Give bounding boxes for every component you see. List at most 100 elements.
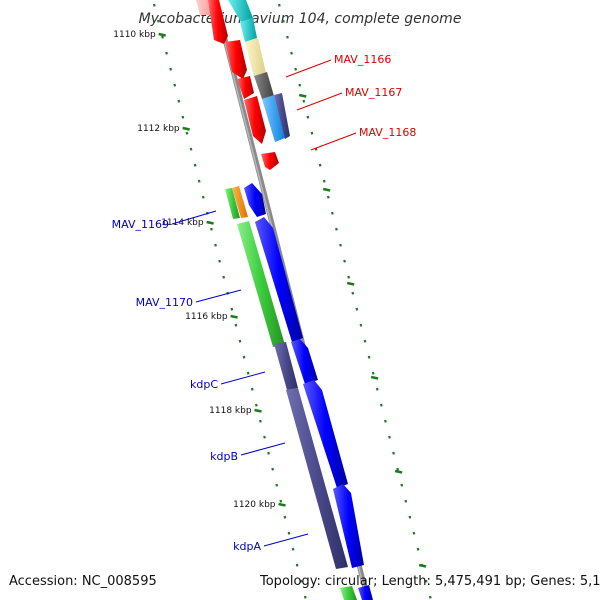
- minor-tick: [302, 99, 306, 103]
- feature-blue-bottom: [358, 585, 373, 600]
- minor-tick: [359, 323, 363, 327]
- right-gene-labels: MAV_1166 MAV_1167 MAV_1168: [285, 53, 416, 151]
- minor-tick: [295, 563, 299, 567]
- minor-tick: [282, 19, 285, 23]
- major-tick: [418, 563, 427, 568]
- major-tick: [346, 281, 355, 286]
- minor-tick: [335, 227, 338, 231]
- minor-tick: [294, 67, 298, 71]
- feature-blue-3: [303, 380, 348, 488]
- minor-tick: [343, 259, 346, 263]
- gene-label[interactable]: MAV_1170: [136, 296, 193, 309]
- gene-label[interactable]: kdpC: [190, 378, 218, 391]
- feature-blue-2: [291, 339, 318, 384]
- accession-text: Accession: NC_008595: [9, 574, 157, 589]
- minor-tick: [298, 83, 302, 87]
- major-tick: [370, 375, 379, 380]
- minor-tick: [326, 195, 330, 199]
- gene-label[interactable]: MAV_1166: [334, 53, 391, 66]
- minor-tick: [347, 275, 351, 279]
- minor-tick: [230, 307, 234, 311]
- minor-tick: [185, 131, 189, 135]
- minor-tick: [306, 115, 310, 119]
- feature-gray: [254, 72, 274, 99]
- genome-summary-text: Topology: circular; Length: 5,475,491 bp…: [260, 574, 600, 589]
- tick-label: 1120 kbp: [233, 500, 276, 510]
- minor-tick: [259, 419, 262, 423]
- tick-label: 1118 kbp: [209, 406, 252, 416]
- feature-red-4: [244, 96, 266, 144]
- minor-tick: [287, 531, 291, 535]
- gene-label[interactable]: MAV_1169: [112, 218, 169, 231]
- feature-green-bottom: [340, 586, 357, 600]
- minor-tick: [371, 371, 375, 375]
- minor-tick: [181, 115, 185, 119]
- minor-tick: [234, 323, 238, 327]
- feature-blue-4: [333, 484, 364, 568]
- major-tick: [158, 32, 166, 37]
- feature-cyan-2: [240, 18, 257, 42]
- major-tick: [182, 126, 190, 131]
- minor-tick: [238, 339, 242, 343]
- gene-callout-line: [195, 289, 242, 303]
- minor-tick: [214, 243, 217, 247]
- tick-label: 1110 kbp: [113, 30, 156, 40]
- minor-tick: [277, 3, 281, 7]
- feature-red-3: [237, 76, 254, 99]
- minor-tick: [210, 227, 213, 231]
- minor-tick: [428, 595, 432, 599]
- minor-tick: [339, 243, 342, 247]
- gene-callout-line: [220, 371, 266, 385]
- feature-red-2: [225, 40, 247, 79]
- minor-tick: [157, 19, 160, 23]
- minor-tick: [271, 467, 275, 471]
- minor-tick: [246, 371, 250, 375]
- inner-features: [196, 0, 373, 600]
- tick-label: 1116 kbp: [185, 312, 228, 322]
- gene-label[interactable]: kdpB: [210, 450, 238, 463]
- major-tick: [278, 502, 286, 507]
- minor-tick: [303, 595, 307, 599]
- minor-tick: [250, 387, 254, 391]
- minor-tick: [152, 3, 156, 7]
- inner-tick-marks: 1110 kbp 1112 kbp 1114 kbp 1116 kbp 1118 kbp…: [113, 3, 307, 599]
- gene-callout-line: [171, 210, 217, 225]
- minor-tick: [197, 179, 201, 183]
- minor-tick: [286, 35, 289, 39]
- gene-label[interactable]: kdpA: [233, 540, 261, 553]
- minor-tick: [416, 547, 420, 551]
- major-tick: [254, 408, 262, 413]
- minor-tick: [384, 419, 387, 423]
- minor-tick: [400, 483, 404, 487]
- left-gene-labels: MAV_1169 MAV_1170 kdpC kdpB kdpA: [112, 210, 309, 553]
- minor-tick: [263, 435, 266, 439]
- feature-yellow: [245, 38, 266, 77]
- minor-tick: [173, 83, 177, 87]
- feature-green-small: [225, 188, 240, 219]
- gene-label[interactable]: MAV_1168: [359, 126, 416, 139]
- minor-tick: [242, 355, 246, 359]
- minor-tick: [351, 291, 355, 295]
- gene-callout-line: [240, 442, 286, 456]
- feature-lightblue: [262, 95, 285, 142]
- minor-tick: [363, 339, 367, 343]
- gene-callout-line: [296, 92, 343, 111]
- minor-tick: [367, 355, 371, 359]
- minor-tick: [330, 211, 334, 215]
- feature-blue-small: [244, 183, 266, 217]
- minor-tick: [275, 483, 279, 487]
- minor-tick: [189, 147, 193, 151]
- feature-red-5: [261, 152, 279, 170]
- feature-cyan-top: [228, 0, 253, 22]
- minor-tick: [424, 579, 428, 583]
- minor-tick: [396, 467, 400, 471]
- minor-tick: [279, 499, 283, 503]
- gene-label[interactable]: MAV_1167: [345, 86, 402, 99]
- minor-tick: [222, 275, 226, 279]
- minor-tick: [318, 163, 322, 167]
- minor-tick: [355, 307, 359, 311]
- map-title: Mycobacterium avium 104, complete genome: [139, 11, 462, 27]
- minor-tick: [267, 451, 270, 455]
- minor-tick: [375, 387, 379, 391]
